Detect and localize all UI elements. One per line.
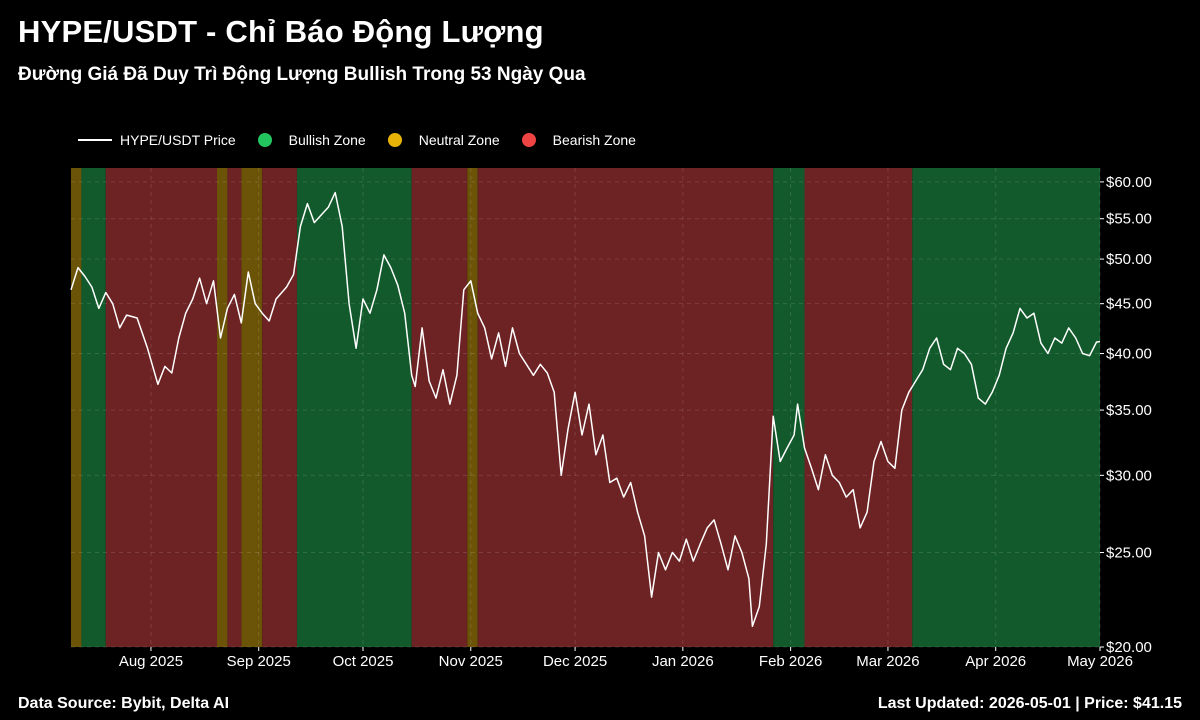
y-tick-label-4: $40.00: [1106, 346, 1152, 363]
zone-bearish-10: [477, 168, 774, 647]
chart-legend: HYPE/USDT Price Bullish Zone Neutral Zon…: [78, 132, 658, 148]
x-tick-label-8: Apr 2026: [965, 653, 1026, 670]
x-tick-label-9: May 2026: [1067, 653, 1133, 670]
zone-bearish-2: [105, 168, 218, 647]
y-axis: $60.00 $55.00 $50.00 $45.00 $40.00 $35.00 $30.…: [1100, 174, 1152, 656]
x-axis: Aug 2025 Sep 2025 Oct 2025 Nov 2025 Dec 2025…: [119, 647, 1133, 670]
legend-label-bullish: Bullish Zone: [288, 132, 366, 148]
y-tick-label-1: $55.00: [1106, 211, 1152, 228]
legend-line-swatch: [78, 139, 112, 141]
legend-dot-bullish: [257, 133, 272, 147]
legend-item-price: HYPE/USDT Price: [78, 132, 236, 148]
last-updated: Last Updated: 2026-05-01 | Price: $41.15: [877, 695, 1182, 712]
x-tick-label-1: Sep 2025: [227, 653, 291, 670]
x-tick-label-7: Mar 2026: [856, 653, 919, 670]
y-tick-label-5: $35.00: [1106, 402, 1152, 419]
zone-bullish-7: [296, 168, 412, 647]
legend-label-price: HYPE/USDT Price: [120, 132, 236, 148]
chart-title: HYPE/USDT - Chỉ Báo Động Lượng: [18, 14, 544, 49]
zone-bullish-13: [912, 168, 1100, 647]
chart-subtitle: Đường Giá Đã Duy Trì Động Lượng Bullish …: [18, 64, 586, 85]
zone-bullish-1: [81, 168, 106, 647]
legend-item-bearish: Bearish Zone: [521, 132, 636, 148]
y-tick-label-0: $60.00: [1106, 174, 1152, 191]
zone-bearish-8: [411, 168, 468, 647]
zone-bearish-6: [262, 168, 297, 647]
zone-neutral-0: [71, 168, 82, 647]
price-line-layer: [70, 191, 1101, 628]
price-line: [70, 191, 1101, 628]
x-tick-label-3: Nov 2025: [439, 653, 503, 670]
zone-neutral-9: [467, 168, 478, 647]
y-tick-label-7: $25.00: [1106, 545, 1152, 562]
zone-bearish-12: [804, 168, 913, 647]
legend-dot-bearish: [521, 133, 536, 147]
zone-bullish-11: [773, 168, 805, 647]
legend-label-neutral: Neutral Zone: [418, 132, 500, 148]
y-tick-label-3: $45.00: [1106, 296, 1152, 313]
legend-label-bearish: Bearish Zone: [552, 132, 636, 148]
legend-item-bullish: Bullish Zone: [257, 132, 366, 148]
x-tick-label-2: Oct 2025: [333, 653, 394, 670]
legend-dot-neutral: [387, 133, 402, 147]
legend-item-neutral: Neutral Zone: [387, 132, 500, 148]
x-tick-label-5: Jan 2026: [652, 653, 714, 670]
y-tick-label-2: $50.00: [1106, 251, 1152, 268]
y-tick-label-8: $20.00: [1106, 639, 1152, 656]
zone-bearish-4: [227, 168, 242, 647]
zones-layer: [71, 168, 1100, 647]
x-tick-label-0: Aug 2025: [119, 653, 183, 670]
x-tick-label-4: Dec 2025: [543, 653, 607, 670]
data-source: Data Source: Bybit, Delta AI: [18, 695, 230, 712]
zone-neutral-3: [217, 168, 228, 647]
x-tick-label-6: Feb 2026: [759, 653, 822, 670]
zone-neutral-5: [241, 168, 263, 647]
y-tick-label-6: $30.00: [1106, 467, 1152, 484]
